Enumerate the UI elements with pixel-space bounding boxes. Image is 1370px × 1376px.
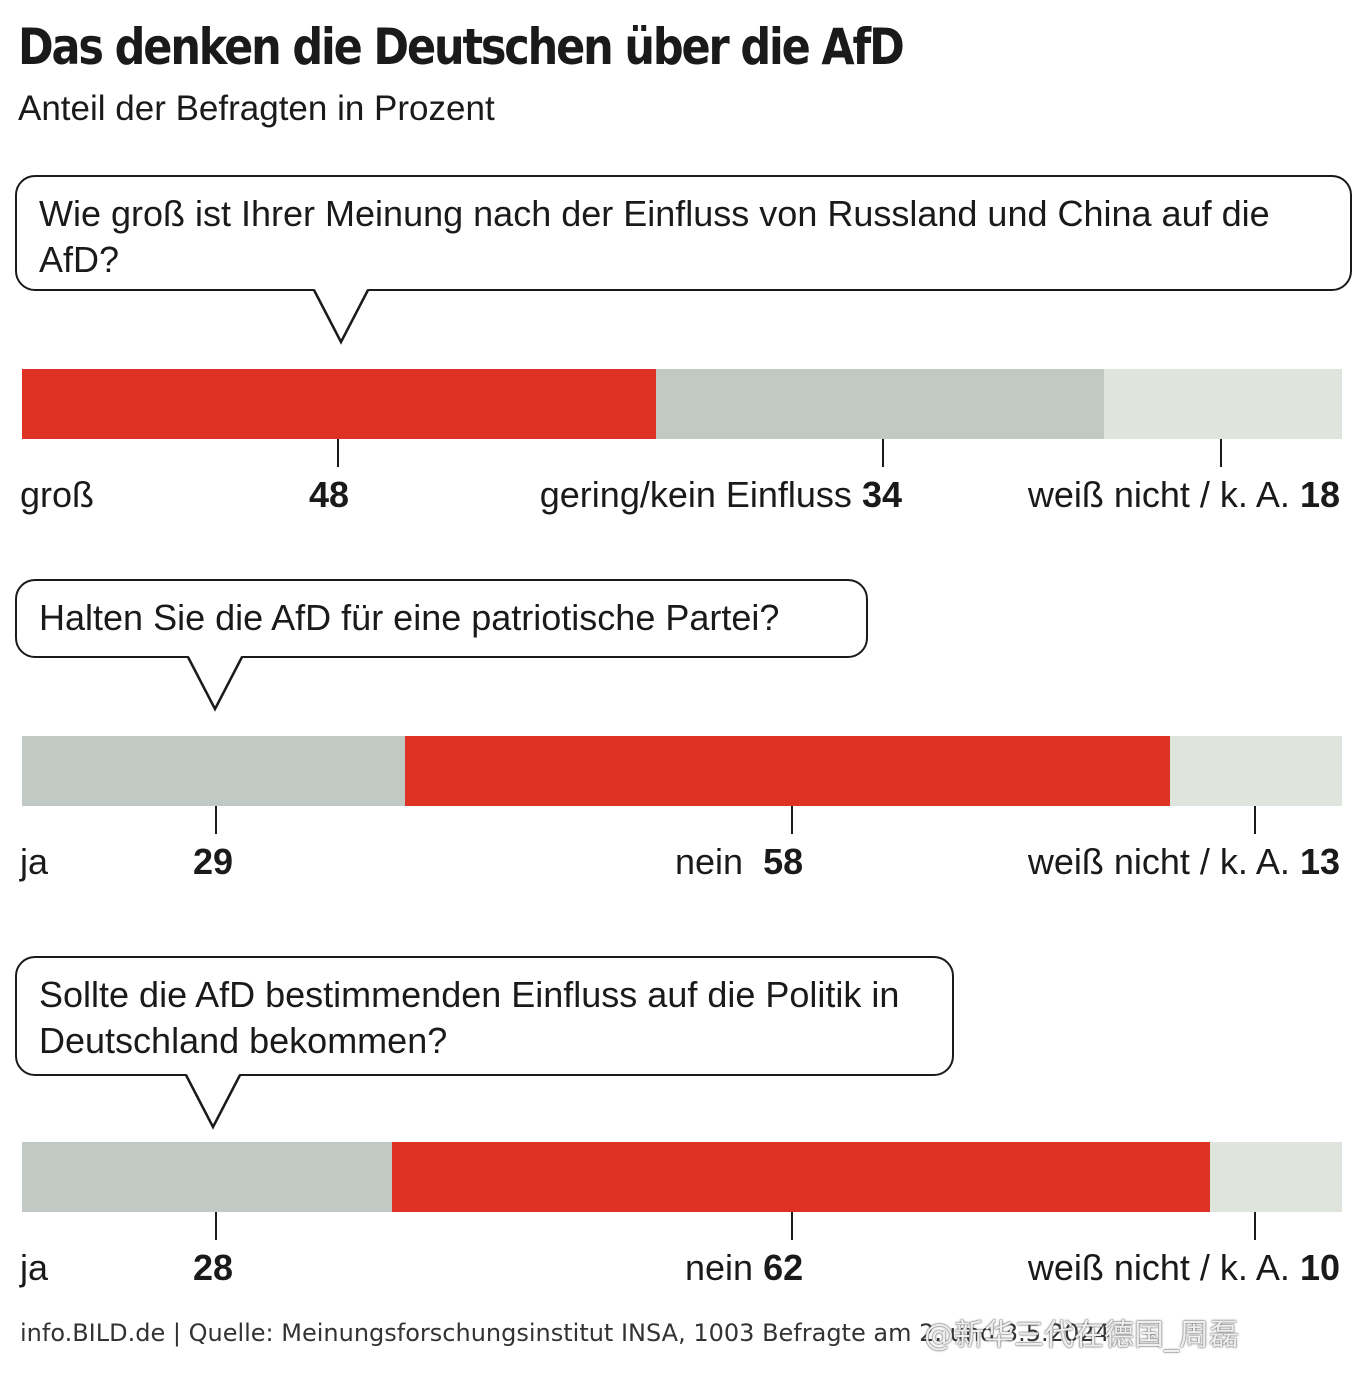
- tick-3-c: [1254, 1212, 1256, 1240]
- bar-segment-gross: [22, 369, 656, 439]
- question-bubble-2: Halten Sie die AfD für eine patriotische…: [15, 579, 868, 658]
- question-bubble-3: Sollte die AfD bestimmenden Einfluss auf…: [15, 956, 954, 1076]
- label-nein-3: nein 62: [685, 1247, 804, 1288]
- label-ja-2: ja: [20, 841, 49, 882]
- stacked-bar-2: [22, 736, 1342, 806]
- label-weiss-nicht-1: weiß nicht / k. A. 18: [1027, 474, 1340, 515]
- label-ja-3: ja: [20, 1247, 49, 1288]
- question-text-2: Halten Sie die AfD für eine patriotische…: [39, 597, 780, 638]
- tick-2-b: [791, 806, 793, 834]
- label-nein-2: nein 58: [675, 841, 804, 882]
- value-gross: 48: [309, 474, 350, 515]
- value-ja-3: 28: [193, 1247, 234, 1288]
- chart-title: Das denken die Deutschen über die AfD: [18, 18, 905, 76]
- label-gering: gering/kein Einfluss 34: [539, 474, 902, 515]
- value-ja-2: 29: [193, 841, 234, 882]
- speech-tail-3: [184, 1073, 242, 1130]
- speech-tail-2: [186, 655, 244, 712]
- source-footer: info.BILD.de | Quelle: Meinungsforschung…: [20, 1319, 1110, 1347]
- tick-3-a: [215, 1212, 217, 1240]
- bar-segment-weiss-nicht: [1209, 1142, 1342, 1212]
- tick-1-a: [337, 439, 339, 467]
- label-gross: groß: [20, 474, 95, 515]
- chart-subtitle: Anteil der Befragten in Prozent: [18, 89, 495, 128]
- tick-3-b: [791, 1212, 793, 1240]
- bar-segment-ja: [22, 1142, 392, 1212]
- bar-segment-gering: [655, 369, 1105, 439]
- tick-2-a: [215, 806, 217, 834]
- stacked-bar-1: [22, 369, 1342, 439]
- bar-segment-nein: [404, 736, 1171, 806]
- bar-segment-weiss-nicht: [1104, 369, 1342, 439]
- question-bubble-1: Wie groß ist Ihrer Meinung nach der Einf…: [15, 175, 1352, 291]
- label-weiss-nicht-2: weiß nicht / k. A. 13: [1027, 841, 1340, 882]
- question-text-1: Wie groß ist Ihrer Meinung nach der Einf…: [39, 193, 1270, 280]
- question-text-3: Sollte die AfD bestimmenden Einfluss auf…: [39, 974, 900, 1061]
- tick-1-b: [882, 439, 884, 467]
- tick-1-c: [1220, 439, 1222, 467]
- tick-2-c: [1254, 806, 1256, 834]
- bar-segment-ja: [22, 736, 405, 806]
- stacked-bar-3: [22, 1142, 1342, 1212]
- weibo-watermark: @新华三代在德国_周磊: [924, 1318, 1239, 1353]
- bar-segment-nein: [391, 1142, 1210, 1212]
- label-weiss-nicht-3: weiß nicht / k. A. 10: [1027, 1247, 1340, 1288]
- bar-segment-weiss-nicht: [1170, 736, 1342, 806]
- speech-tail-1: [312, 288, 370, 345]
